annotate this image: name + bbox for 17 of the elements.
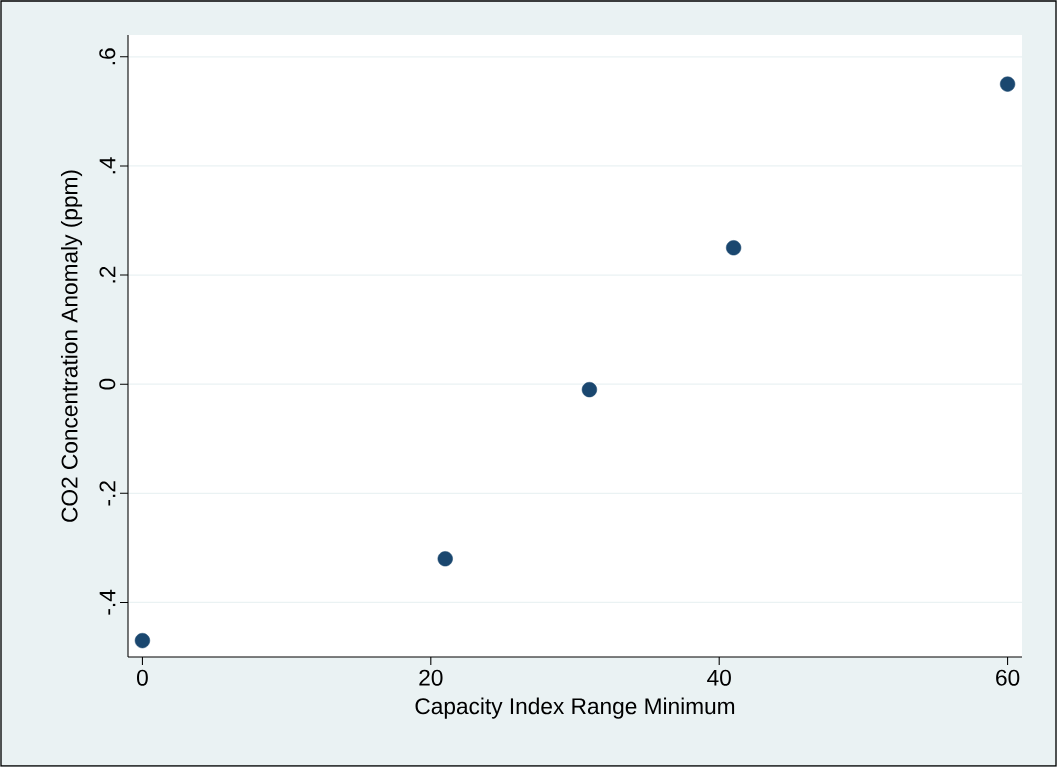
point [437,551,453,567]
x-tick-label: 60 [996,669,1020,686]
x-axis-title: Capacity Index Range Minimum [415,697,735,719]
y-tick-label: .6 [99,48,116,65]
point [726,240,742,256]
x-tick-label: 0 [137,669,148,686]
y-tick-label: .4 [99,157,116,174]
x-tick-label: 40 [707,669,731,686]
y-axis-title: CO2 Concentration Anomaly (ppm) [60,170,83,522]
y-tick-label: -.2 [99,481,116,506]
y-tick-label: .2 [99,266,116,283]
point [134,633,151,649]
y-tick-label: -.4 [99,589,116,615]
point [581,382,598,398]
y-tick-label: 0 [99,378,116,390]
x-tick-label: 20 [419,669,443,686]
point [999,76,1016,92]
